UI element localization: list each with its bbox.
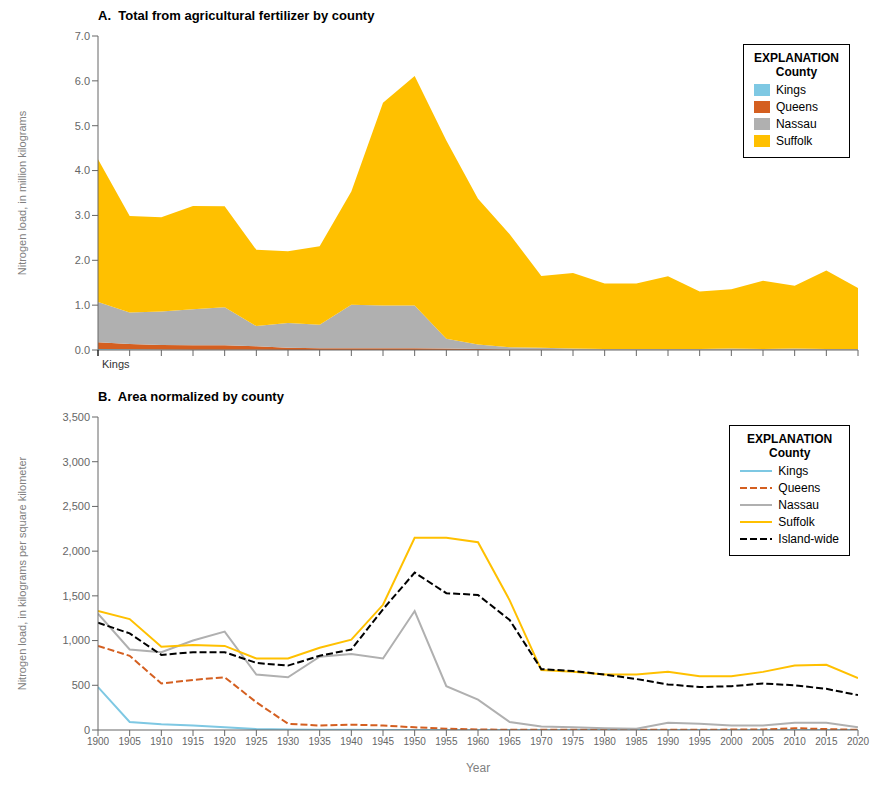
svg-text:1900: 1900 (87, 736, 110, 747)
html-text:EXPLANATION: EXPLANATION (747, 432, 833, 446)
html-text:Kings: Kings (778, 464, 809, 478)
svg-text:1905: 1905 (119, 736, 142, 747)
svg-text:0: 0 (84, 724, 90, 736)
svg-text:Kings: Kings (102, 358, 130, 370)
svg-text:2005: 2005 (752, 736, 775, 747)
svg-text:1955: 1955 (435, 736, 458, 747)
html-text:County: County (769, 446, 811, 460)
svg-text:6.0: 6.0 (75, 75, 90, 87)
svg-text:1980: 1980 (594, 736, 617, 747)
svg-text:5.0: 5.0 (75, 120, 90, 132)
svg-text:1950: 1950 (404, 736, 427, 747)
svg-text:3,500: 3,500 (62, 411, 90, 423)
svg-text:1,000: 1,000 (62, 634, 90, 646)
svg-text:500: 500 (72, 679, 90, 691)
svg-text:Nitrogen load, in kilograms pe: Nitrogen load, in kilograms per square k… (16, 456, 28, 690)
html-text:County: County (775, 65, 818, 79)
svg-text:1975: 1975 (562, 736, 585, 747)
svg-text:1920: 1920 (214, 736, 237, 747)
svg-text:Nitrogen load, in million kilo: Nitrogen load, in million kilograms (16, 110, 28, 275)
svg-text:1.0: 1.0 (75, 299, 90, 311)
svg-text:1925: 1925 (245, 736, 268, 747)
svg-text:2020: 2020 (847, 736, 870, 747)
svg-text:1945: 1945 (372, 736, 395, 747)
svg-text:2,000: 2,000 (62, 545, 90, 557)
svg-text:3.0: 3.0 (75, 209, 90, 221)
svg-text:1935: 1935 (309, 736, 332, 747)
svg-text:1985: 1985 (625, 736, 648, 747)
html-text:EXPLANATION: EXPLANATION (753, 51, 839, 65)
svg-text:Year: Year (466, 761, 490, 775)
html-text:B. Area normalized by county: B. Area normalized by county (98, 389, 284, 404)
svg-text:2.0: 2.0 (75, 254, 90, 266)
svg-text:1965: 1965 (499, 736, 522, 747)
html-text:Queens: Queens (778, 481, 821, 495)
svg-text:1940: 1940 (340, 736, 363, 747)
html-text:Suffolk: Suffolk (778, 515, 815, 529)
html-text:Queens: Queens (775, 100, 818, 114)
html-text:Island-wide: Island-wide (778, 532, 839, 546)
html-text:Nassau: Nassau (778, 498, 819, 512)
svg-text:1990: 1990 (657, 736, 680, 747)
html-text:Nassau: Nassau (775, 117, 817, 131)
svg-text:1995: 1995 (689, 736, 712, 747)
svg-text:1960: 1960 (467, 736, 490, 747)
svg-text:1915: 1915 (182, 736, 205, 747)
svg-text:1930: 1930 (277, 736, 300, 747)
svg-text:4.0: 4.0 (75, 164, 90, 176)
svg-text:2000: 2000 (720, 736, 743, 747)
svg-text:0.0: 0.0 (75, 344, 90, 356)
svg-text:7.0: 7.0 (75, 30, 90, 42)
svg-text:2015: 2015 (815, 736, 838, 747)
svg-text:2,500: 2,500 (62, 500, 90, 512)
svg-text:2010: 2010 (784, 736, 807, 747)
svg-text:3,000: 3,000 (62, 456, 90, 468)
svg-text:1,500: 1,500 (62, 590, 90, 602)
html-text:Suffolk: Suffolk (775, 134, 813, 148)
svg-text:1910: 1910 (150, 736, 173, 747)
html-text:A. Total from agricultural fer: A. Total from agricultural fertilizer by… (98, 8, 375, 23)
svg-text:1970: 1970 (530, 736, 553, 747)
html-text:Kings: Kings (775, 83, 806, 97)
